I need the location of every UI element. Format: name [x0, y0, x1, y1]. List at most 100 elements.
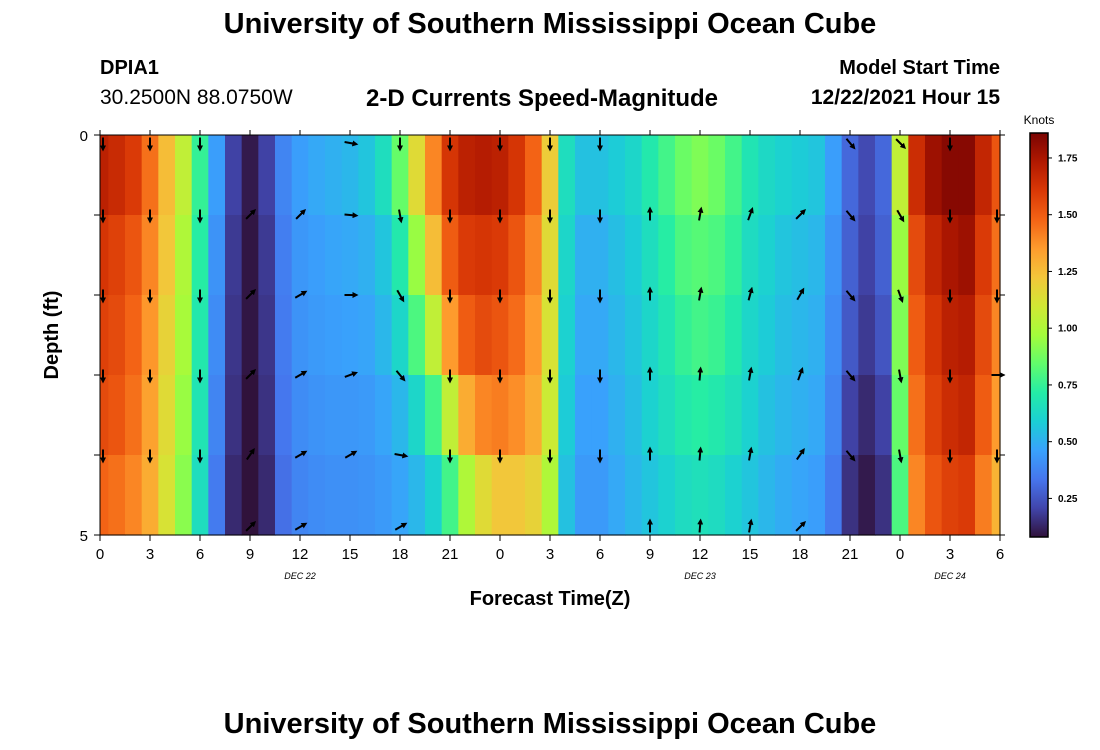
- heatmap-cell: [875, 215, 893, 296]
- colorbar-tick-label: 1.75: [1058, 153, 1078, 164]
- heatmap-cell: [925, 455, 943, 536]
- heatmap-cell: [275, 295, 293, 376]
- heatmap-cell: [558, 375, 576, 456]
- heatmap-cell: [808, 135, 826, 216]
- heatmap-cell: [441, 375, 459, 456]
- current-arrow: [697, 446, 704, 461]
- heatmap-cell: [375, 455, 393, 536]
- heatmap-cell: [975, 135, 993, 216]
- heatmap-cell: [125, 455, 143, 536]
- current-arrow: [747, 518, 754, 533]
- chart-subtitle: 2-D Currents Speed-Magnitude: [366, 85, 719, 112]
- heatmap-cell: [558, 295, 576, 376]
- heatmap-cell: [291, 295, 309, 376]
- heatmap-cell: [158, 135, 176, 216]
- heatmap-cell: [608, 295, 626, 376]
- chart-title: University of Southern Mississippi Ocean…: [223, 8, 877, 40]
- heatmap-cell: [691, 455, 709, 536]
- heatmap-cell: [891, 135, 909, 216]
- heatmap-cell: [391, 375, 409, 456]
- heatmap-cell: [908, 375, 926, 456]
- heatmap-cell: [291, 455, 309, 536]
- heatmap-cell: [825, 295, 843, 376]
- current-arrow: [845, 138, 856, 150]
- heatmap-cell: [525, 215, 543, 296]
- current-arrow: [245, 520, 257, 532]
- current-arrow: [897, 449, 904, 464]
- x-tick-label: 9: [246, 546, 254, 563]
- heatmap-cell: [558, 215, 576, 296]
- heatmap-cell: [391, 455, 409, 536]
- heatmap-cell: [191, 135, 209, 216]
- heatmap-cell: [908, 215, 926, 296]
- heatmap-cell: [675, 375, 693, 456]
- heatmap-cell: [958, 215, 976, 296]
- heatmap-cell: [625, 455, 643, 536]
- heatmap-cell: [825, 375, 843, 456]
- current-arrow: [394, 452, 409, 459]
- station-id: DPIA1: [100, 57, 159, 79]
- model-start-value: 12/22/2021 Hour 15: [810, 86, 1000, 109]
- heatmap-cell: [775, 215, 793, 296]
- heatmap-cell: [425, 135, 443, 216]
- current-arrow: [796, 287, 805, 301]
- current-arrow: [845, 210, 856, 222]
- heatmap-cell: [775, 375, 793, 456]
- heatmap-cell: [425, 375, 443, 456]
- heatmap-cell: [358, 375, 376, 456]
- heatmap-cell: [825, 215, 843, 296]
- current-arrow: [294, 370, 308, 379]
- heatmap-cell: [375, 215, 393, 296]
- y-axis-label: Depth (ft): [41, 291, 63, 380]
- heatmap-cell: [491, 135, 509, 216]
- heatmap-cell: [258, 375, 276, 456]
- heatmap-cell: [258, 455, 276, 536]
- heatmap-cell: [691, 215, 709, 296]
- heatmap-cell: [491, 295, 509, 376]
- heatmap-cell: [141, 295, 159, 376]
- heatmap-cell: [308, 455, 326, 536]
- heatmap-cell: [508, 135, 526, 216]
- heatmap-cell: [225, 375, 243, 456]
- current-arrow: [697, 366, 704, 381]
- heatmap-cell: [725, 215, 743, 296]
- x-tick-label: 21: [442, 546, 459, 563]
- heatmap-cell: [541, 375, 559, 456]
- current-arrow: [697, 206, 704, 221]
- heatmap-cell: [425, 295, 443, 376]
- heatmap-cell: [308, 375, 326, 456]
- x-tick-label: 21: [842, 546, 859, 563]
- current-arrow: [747, 207, 754, 221]
- heatmap-cell: [491, 375, 509, 456]
- heatmap-cell: [725, 455, 743, 536]
- heatmap-cell: [325, 455, 343, 536]
- heatmap-cell: [208, 375, 226, 456]
- heatmap-cell: [208, 215, 226, 296]
- heatmap-cell: [891, 295, 909, 376]
- heatmap-cell: [941, 135, 959, 216]
- heatmap-cell: [291, 215, 309, 296]
- heatmap-cell: [458, 375, 476, 456]
- heatmap-cell: [125, 375, 143, 456]
- heatmap-cell: [625, 135, 643, 216]
- heatmap-cell: [625, 295, 643, 376]
- heatmap-cell: [991, 295, 1001, 376]
- current-arrow: [697, 518, 704, 533]
- bottom-title: University of Southern Mississippi Ocean…: [223, 708, 877, 740]
- heatmap-cell: [858, 295, 876, 376]
- heatmap-cell: [100, 135, 109, 216]
- heatmap-cell: [975, 455, 993, 536]
- current-arrow: [796, 448, 805, 461]
- heatmap-cell: [391, 295, 409, 376]
- heatmap-cell: [508, 455, 526, 536]
- heatmap-cell: [591, 215, 609, 296]
- heatmap-cell: [958, 135, 976, 216]
- heatmap-cell: [758, 295, 776, 376]
- x-tick-label: 0: [96, 546, 104, 563]
- heatmap-cell: [408, 375, 426, 456]
- heatmap-cell: [741, 295, 759, 376]
- heatmap-cell: [708, 455, 726, 536]
- x-tick-label: 18: [792, 546, 809, 563]
- heatmap-cell: [741, 135, 759, 216]
